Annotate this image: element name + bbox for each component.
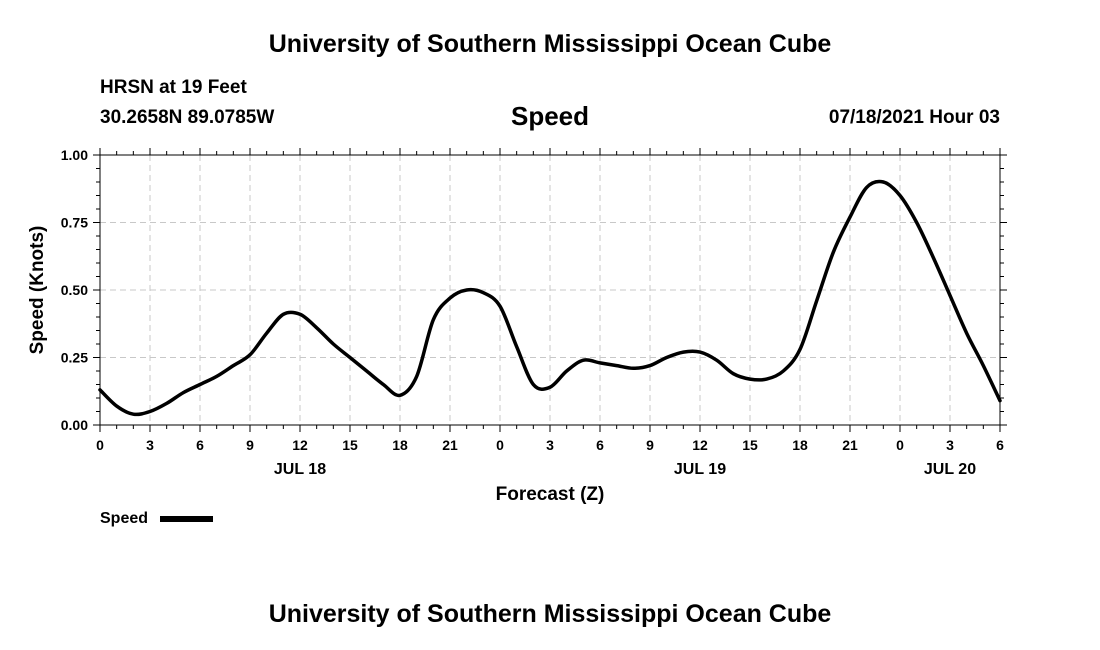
speed-data-point bbox=[950, 295, 951, 296]
speed-data-point bbox=[150, 411, 151, 412]
speed-data-point bbox=[100, 389, 101, 390]
series-layer bbox=[98, 179, 1002, 417]
speed-data-point bbox=[550, 387, 551, 388]
x-tick-label: 3 bbox=[546, 437, 554, 453]
x-tick-label: 18 bbox=[792, 437, 808, 453]
y-tick-label: 1.00 bbox=[61, 147, 88, 163]
speed-data-point bbox=[866, 187, 867, 188]
legend-line-swatch bbox=[160, 516, 213, 522]
speed-data-point bbox=[316, 327, 317, 328]
speed-data-point bbox=[633, 368, 634, 369]
y-tick-label: 0.25 bbox=[61, 350, 88, 366]
x-tick-label: 15 bbox=[342, 437, 358, 453]
speed-data-point bbox=[233, 365, 234, 366]
speed-data-point bbox=[183, 392, 184, 393]
speed-data-point bbox=[116, 406, 117, 407]
speed-data-point bbox=[800, 349, 801, 350]
speed-data-point bbox=[816, 300, 817, 301]
speed-data-point bbox=[850, 217, 851, 218]
speed-data-point bbox=[250, 354, 251, 355]
station-coordinates: 30.2658N 89.0785W bbox=[100, 107, 275, 128]
speed-data-point bbox=[966, 333, 967, 334]
legend-label: Speed bbox=[100, 510, 149, 527]
speed-data-point bbox=[133, 414, 134, 415]
x-tick-label: 18 bbox=[392, 437, 408, 453]
speed-data-point bbox=[166, 403, 167, 404]
speed-data-point bbox=[583, 360, 584, 361]
report-title-top: University of Southern Mississippi Ocean… bbox=[268, 30, 832, 58]
speed-data-point bbox=[366, 371, 367, 372]
speed-data-point bbox=[416, 376, 417, 377]
speed-data-point bbox=[750, 379, 751, 380]
speed-data-point bbox=[300, 314, 301, 315]
x-tick-label: 12 bbox=[292, 437, 308, 453]
speed-data-point bbox=[433, 319, 434, 320]
speed-data-point bbox=[933, 257, 934, 258]
speed-data-point bbox=[516, 346, 517, 347]
speed-data-point bbox=[333, 344, 334, 345]
report-title-bottom: University of Southern Mississippi Ocean… bbox=[268, 600, 832, 628]
day-label: JUL 20 bbox=[924, 461, 976, 478]
x-tick-label: 0 bbox=[896, 437, 904, 453]
x-axis-label: Forecast (Z) bbox=[496, 484, 605, 505]
x-tick-label: 6 bbox=[996, 437, 1004, 453]
speed-data-point bbox=[900, 195, 901, 196]
y-tick-label: 0.75 bbox=[61, 215, 88, 231]
chart-title: Speed bbox=[510, 101, 590, 131]
speed-data-point bbox=[783, 371, 784, 372]
speed-data-point bbox=[466, 290, 467, 291]
speed-data-point bbox=[533, 384, 534, 385]
speed-data-point bbox=[683, 352, 684, 353]
x-tick-label: 21 bbox=[442, 437, 458, 453]
speed-data-point bbox=[200, 384, 201, 385]
speed-data-point bbox=[383, 384, 384, 385]
speed-series-line bbox=[98, 179, 1002, 417]
speed-data-point bbox=[350, 357, 351, 358]
speed-data-point bbox=[983, 365, 984, 366]
speed-data-point bbox=[616, 365, 617, 366]
speed-data-point bbox=[450, 298, 451, 299]
speed-data-point bbox=[1000, 400, 1001, 401]
speed-data-point bbox=[266, 333, 267, 334]
speed-data-point bbox=[600, 362, 601, 363]
speed-data-point bbox=[833, 252, 834, 253]
x-tick-label: 12 bbox=[692, 437, 708, 453]
speed-data-point bbox=[500, 306, 501, 307]
y-tick-label: 0.00 bbox=[61, 417, 88, 433]
x-tick-label: 0 bbox=[496, 437, 504, 453]
x-tick-label: 21 bbox=[842, 437, 858, 453]
speed-data-point bbox=[916, 222, 917, 223]
speed-data-point bbox=[216, 376, 217, 377]
x-tick-label: 3 bbox=[146, 437, 154, 453]
x-tick-label: 9 bbox=[246, 437, 254, 453]
grid-lines bbox=[100, 155, 1000, 425]
x-tick-label: 6 bbox=[196, 437, 204, 453]
x-tick-label: 3 bbox=[946, 437, 954, 453]
station-label: HRSN at 19 Feet bbox=[100, 77, 247, 98]
speed-data-point bbox=[883, 182, 884, 183]
speed-data-point bbox=[716, 360, 717, 361]
speed-data-point bbox=[483, 292, 484, 293]
y-tick-label: 0.50 bbox=[61, 282, 88, 298]
speed-data-point bbox=[650, 365, 651, 366]
speed-data-point bbox=[700, 352, 701, 353]
y-axis-label: Speed (Knots) bbox=[27, 226, 48, 355]
speed-data-point bbox=[400, 395, 401, 396]
speed-data-point bbox=[666, 357, 667, 358]
speed-data-point bbox=[283, 314, 284, 315]
ticks: 0 3 6 9 12 15 18 21 0 3 6 9 12 15 18 21 0 3 6 JUL 18 JUL 19 J… bbox=[61, 147, 1007, 478]
x-tick-label: 6 bbox=[596, 437, 604, 453]
speed-data-point bbox=[766, 379, 767, 380]
speed-data-point bbox=[733, 373, 734, 374]
day-label: JUL 18 bbox=[274, 461, 326, 478]
x-tick-label: 15 bbox=[742, 437, 758, 453]
x-tick-label: 0 bbox=[96, 437, 104, 453]
day-label: JUL 19 bbox=[674, 461, 726, 478]
forecast-datetime: 07/18/2021 Hour 03 bbox=[828, 107, 1000, 128]
x-tick-label: 9 bbox=[646, 437, 654, 453]
speed-data-point bbox=[566, 371, 567, 372]
